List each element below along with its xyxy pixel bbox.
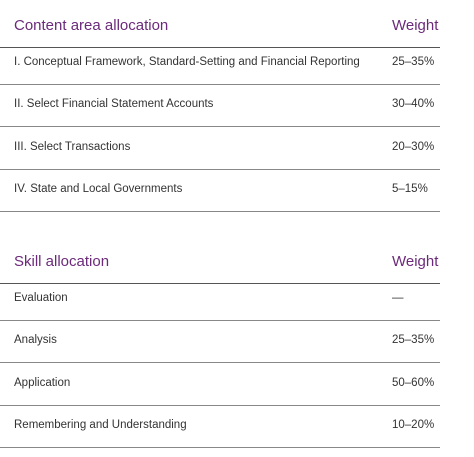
- row-rule: [0, 320, 440, 321]
- weight-cell: 25–35%: [392, 56, 435, 68]
- weight-cell: 30–40%: [392, 98, 435, 111]
- section-header: Skill allocation: [14, 253, 110, 270]
- label-cell: II. Select Financial Statement Accounts: [14, 98, 214, 111]
- header-rule: [0, 283, 440, 284]
- weight-cell: 50–60%: [392, 376, 435, 389]
- weight-cell: 5–15%: [392, 182, 428, 195]
- row-rule: [0, 404, 440, 406]
- label-cell: III. Select Transactions: [14, 140, 131, 153]
- label-cell: Evaluation: [14, 292, 68, 304]
- header-rule: [0, 47, 440, 48]
- weight-cell: 10–20%: [392, 418, 435, 431]
- label-cell: Analysis: [14, 334, 57, 347]
- weight-cell: 25–35%: [392, 334, 435, 347]
- weight-cell: 20–30%: [392, 140, 435, 153]
- row-rule: [0, 446, 440, 448]
- row-rule: [0, 126, 440, 128]
- weight-header: Weight: [392, 17, 439, 34]
- section-header: Content area allocation: [14, 17, 169, 34]
- row-rule: [0, 210, 440, 212]
- row-rule: [0, 84, 440, 85]
- weight-header: Weight: [392, 253, 439, 270]
- label-cell: IV. State and Local Governments: [14, 182, 183, 195]
- label-cell: I. Conceptual Framework, Standard-Settin…: [14, 56, 360, 68]
- weight-cell: —: [392, 292, 404, 304]
- row-rule: [0, 362, 440, 364]
- label-cell: Remembering and Understanding: [14, 418, 187, 431]
- row-rule: [0, 168, 440, 170]
- label-cell: Application: [14, 376, 71, 389]
